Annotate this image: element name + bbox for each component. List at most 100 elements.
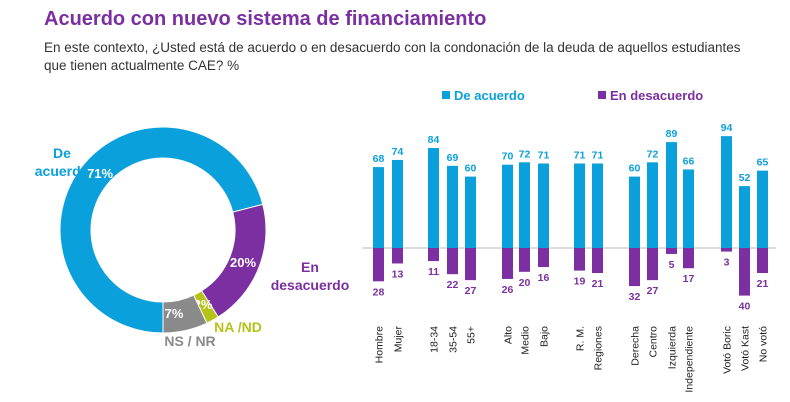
category-label: 18-34 xyxy=(429,326,441,353)
bar-agree xyxy=(739,186,750,248)
bar-agree-label: 70 xyxy=(502,151,514,163)
bar-agree-label: 74 xyxy=(392,146,404,158)
category-label: 55+ xyxy=(466,326,478,344)
category-label: Medio xyxy=(520,326,532,355)
chart-title: Acuerdo con nuevo sistema de financiamie… xyxy=(44,8,487,30)
bar-disagree xyxy=(373,248,384,282)
bar-agree xyxy=(428,148,439,248)
bar-disagree-label: 27 xyxy=(647,285,659,297)
bar-disagree-label: 28 xyxy=(373,286,385,298)
donut-slice-0 xyxy=(59,126,264,334)
chart-subtitle: En este contexto, ¿Usted está de acuerdo… xyxy=(44,40,741,73)
slice-name-label: En xyxy=(301,259,319,275)
bar-agree-label: 71 xyxy=(574,150,586,162)
slice-value-label: 20% xyxy=(230,255,256,270)
bar-agree-label: 84 xyxy=(428,134,440,146)
bar-disagree xyxy=(683,248,694,269)
bar-agree xyxy=(721,136,732,248)
bar-disagree-label: 21 xyxy=(592,278,604,290)
category-label: Centro xyxy=(648,326,660,358)
bar-agree xyxy=(519,162,530,248)
bar-agree-label: 72 xyxy=(519,148,531,160)
bar-disagree-label: 20 xyxy=(519,277,531,289)
category-label: Alto xyxy=(503,326,515,344)
slice-value-label: 71% xyxy=(87,166,113,181)
bar-agree xyxy=(392,159,403,248)
bar-agree-label: 89 xyxy=(666,128,678,140)
category-label: No votó xyxy=(758,326,770,362)
slice-name-label: NS / NR xyxy=(164,333,215,349)
bar-agree xyxy=(502,164,513,248)
slice-value-label: 7% xyxy=(165,306,184,321)
bar-agree-label: 71 xyxy=(592,150,604,162)
category-label: Izquierda xyxy=(667,326,679,369)
bar-disagree-label: 3 xyxy=(724,257,730,269)
bar-disagree-label: 32 xyxy=(629,291,641,303)
bar-agree-label: 60 xyxy=(465,163,477,175)
bar-disagree xyxy=(465,248,476,281)
bar-disagree xyxy=(739,248,750,296)
donut-slice-3 xyxy=(162,294,208,334)
bar-disagree xyxy=(574,248,585,271)
bar-agree-label: 60 xyxy=(629,163,641,175)
bar-disagree-label: 21 xyxy=(757,278,769,290)
bar-disagree xyxy=(538,248,549,268)
bar-disagree xyxy=(502,248,513,279)
bar-disagree-label: 16 xyxy=(538,272,550,284)
bar-agree-label: 69 xyxy=(447,152,459,164)
bar-disagree xyxy=(392,248,403,264)
bar-agree xyxy=(574,163,585,248)
category-label: 35-54 xyxy=(448,326,460,353)
bar-disagree-label: 26 xyxy=(502,284,514,296)
bar-agree-label: 66 xyxy=(683,155,695,167)
bar-disagree-label: 13 xyxy=(392,268,404,280)
bar-agree-label: 65 xyxy=(757,157,769,169)
bar-disagree-label: 40 xyxy=(739,301,751,313)
bar-agree-label: 68 xyxy=(373,153,385,165)
bar-disagree-label: 11 xyxy=(428,266,439,278)
bar-disagree xyxy=(629,248,640,287)
bar-disagree xyxy=(647,248,658,281)
legend-label-agree: De acuerdo xyxy=(454,88,525,103)
bar-disagree-label: 19 xyxy=(574,276,586,288)
bar-agree-label: 94 xyxy=(721,122,733,134)
category-label: R. M. xyxy=(575,326,587,351)
category-label: Votó Kast xyxy=(740,326,752,371)
bar-agree xyxy=(538,163,549,248)
bar-agree-label: 72 xyxy=(647,148,659,160)
category-label: Bajo xyxy=(539,326,551,347)
bar-agree xyxy=(465,176,476,248)
bar-agree xyxy=(757,170,768,248)
bar-agree xyxy=(373,167,384,248)
bar-disagree-label: 5 xyxy=(669,259,675,271)
bar-disagree xyxy=(428,248,439,262)
bar-agree xyxy=(629,176,640,248)
legend-label-disagree: En desacuerdo xyxy=(610,88,703,103)
bar-disagree xyxy=(721,248,732,252)
bar-disagree-label: 22 xyxy=(447,279,459,291)
slice-name-label: NA /ND xyxy=(214,319,262,335)
bar-disagree xyxy=(666,248,677,254)
legend-swatch-disagree xyxy=(598,91,606,99)
slice-name-label: acuerdo xyxy=(35,163,89,179)
bar-disagree xyxy=(592,248,603,273)
bar-disagree xyxy=(757,248,768,273)
bar-disagree-label: 17 xyxy=(683,273,695,285)
category-label: Mujer xyxy=(393,326,405,353)
bar-disagree xyxy=(447,248,458,275)
bar-agree-label: 52 xyxy=(739,172,751,184)
bar-agree xyxy=(592,163,603,248)
category-label: Independiente xyxy=(684,326,696,393)
slice-name-label: De xyxy=(53,145,71,161)
bar-agree-label: 71 xyxy=(538,150,550,162)
bar-agree xyxy=(447,165,458,248)
bar-disagree-label: 27 xyxy=(465,285,477,297)
category-label: Votó Boric xyxy=(722,326,734,374)
legend-swatch-agree xyxy=(442,91,450,99)
bar-agree xyxy=(683,169,694,248)
bar-agree xyxy=(666,142,677,248)
slice-name-label: desacuerdo xyxy=(271,277,350,293)
bar-agree xyxy=(647,162,658,248)
